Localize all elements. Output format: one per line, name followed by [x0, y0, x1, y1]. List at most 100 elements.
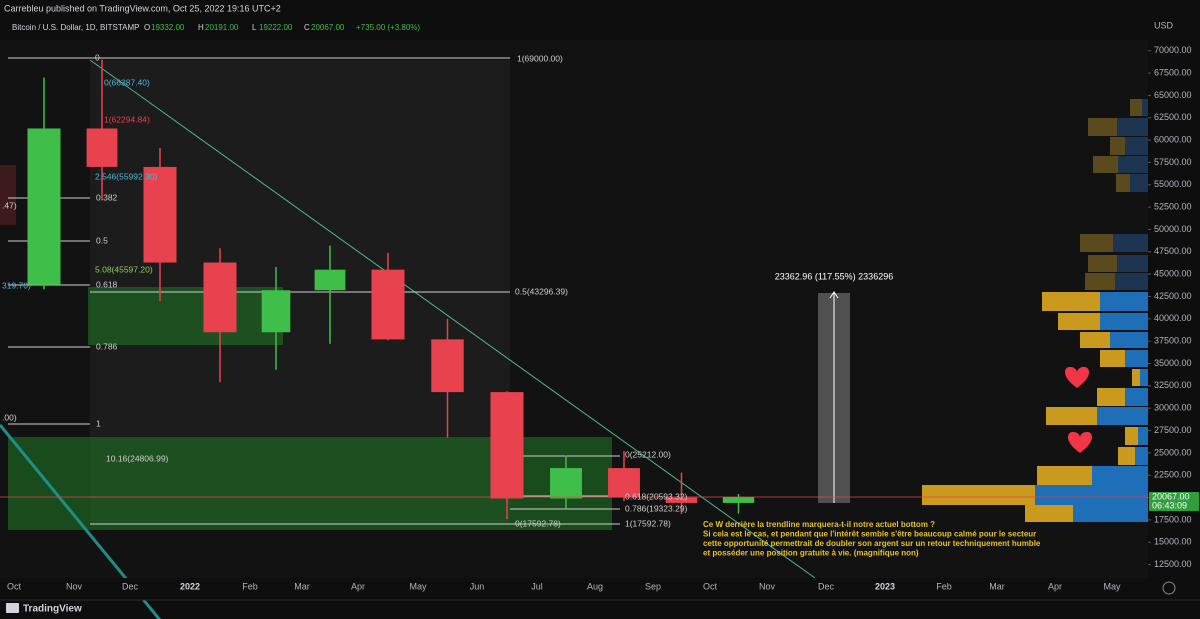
x-tick-label: Jul [531, 581, 543, 591]
vp-bar [1138, 427, 1148, 445]
annotation-line: et posséder une position gratuite à vie.… [703, 549, 919, 558]
vp-bar [1130, 174, 1148, 192]
x-tick-label: Mar [989, 581, 1005, 591]
vp-bar [1125, 427, 1138, 445]
ohlc-key: L [252, 23, 257, 32]
vp-bar [1110, 137, 1125, 155]
x-tick-label: Dec [818, 581, 835, 591]
x-tick-label: Apr [351, 581, 365, 591]
left-zone [0, 165, 16, 225]
measure-arrow-head [829, 291, 839, 299]
trend-line [89, 59, 816, 579]
vp-bar [1097, 407, 1148, 425]
vp-bar [1140, 369, 1148, 386]
fib-label: 0.786(19323.29) [625, 503, 688, 513]
vp-bar [1035, 485, 1148, 505]
vp-bar [1117, 118, 1148, 136]
vp-bar [1135, 447, 1148, 465]
vp-bar [1116, 174, 1130, 192]
x-tick-label: Aug [587, 581, 603, 591]
y-tick-label: 17500.00 [1154, 514, 1192, 524]
fib-label: .00) [2, 412, 17, 422]
ohlc-value: 19332.00 [151, 23, 185, 32]
countdown: 06:43:09 [1152, 500, 1187, 510]
vp-bar [1046, 407, 1097, 425]
vp-bar [922, 485, 1035, 505]
vp-bar [1113, 234, 1148, 252]
fib-label: 0.618(20593.32) [625, 491, 688, 501]
y-tick-label: 35000.00 [1154, 358, 1192, 368]
candle-body [314, 269, 346, 291]
auto-scale-button[interactable] [1162, 581, 1176, 595]
fib-label: 2.546(55992.30) [95, 171, 158, 181]
change: +735.00 (+3.80%) [356, 23, 420, 32]
vp-bar [1110, 332, 1148, 348]
y-tick-label: 50000.00 [1154, 224, 1192, 234]
vp-bar [1100, 313, 1148, 330]
y-tick-label: 40000.00 [1154, 313, 1192, 323]
y-tick-label: 55000.00 [1154, 179, 1192, 189]
vp-bar [1142, 99, 1148, 116]
vp-bar [1085, 273, 1115, 290]
y-tick-label: 62500.00 [1154, 112, 1192, 122]
vp-bar [1025, 505, 1073, 522]
fib-label: 0.786 [96, 341, 118, 351]
candle-body [143, 166, 177, 263]
y-tick-label: 52500.00 [1154, 201, 1192, 211]
annotation-line: Si cela est le cas, et pendant que l'int… [703, 530, 1036, 539]
fib-label: 0(17592.78) [515, 518, 561, 528]
ohlc-value: 20191.00 [205, 23, 239, 32]
vp-bar [1100, 292, 1148, 311]
y-tick-label: 22500.00 [1154, 470, 1192, 480]
x-tick-label: 2023 [875, 581, 895, 591]
vp-bar [1125, 137, 1148, 155]
y-tick-label: 27500.00 [1154, 425, 1192, 435]
fib-label: .47) [2, 200, 17, 210]
vp-bar [1118, 156, 1148, 173]
candle-body [665, 497, 698, 503]
y-tick-label: 60000.00 [1154, 134, 1192, 144]
y-tick-label: 70000.00 [1154, 45, 1192, 55]
vp-bar [1115, 273, 1148, 290]
y-tick-label: 15000.00 [1154, 537, 1192, 547]
heart-icon [1064, 366, 1090, 388]
measure-label: 23362.96 (117.55%) 2336296 [775, 271, 893, 281]
x-tick-label: Nov [66, 581, 83, 591]
fib-label: 0(66387.40) [104, 77, 150, 87]
vp-bar [1093, 156, 1118, 173]
vp-bar [1088, 255, 1117, 272]
vp-bar [1058, 313, 1100, 330]
candle-body [431, 339, 464, 393]
green-zone [88, 287, 283, 345]
x-tick-label: Jun [470, 581, 485, 591]
x-tick-label: Oct [703, 581, 718, 591]
price-axis [1148, 18, 1200, 600]
x-tick-label: May [409, 581, 427, 591]
annotation-line: Ce W derrière la trendline marquera-t-il… [703, 520, 935, 529]
vp-bar [1080, 234, 1113, 252]
heart-icon [1067, 431, 1093, 453]
vp-bar [1097, 388, 1125, 406]
candle-body [27, 128, 61, 285]
ohlc-key: C [304, 23, 310, 32]
last-price-box [1149, 491, 1199, 511]
fib-label: 1(17592.78) [625, 518, 671, 528]
vp-bar [1088, 118, 1117, 136]
y-tick-label: 25000.00 [1154, 447, 1192, 457]
candle-body [371, 269, 405, 340]
vp-bar [1117, 255, 1148, 272]
vp-bar [1042, 292, 1100, 311]
ohlc-key: O [144, 23, 150, 32]
annotation-line: cette opportunité permettrait de doubler… [703, 539, 1041, 548]
chart-title: Bitcoin / U.S. Dollar, 1D, BITSTAMP [12, 23, 139, 32]
vp-bar [1125, 388, 1148, 406]
vp-bar [1132, 369, 1140, 386]
y-tick-label: 30000.00 [1154, 403, 1192, 413]
y-tick-label: 32500.00 [1154, 380, 1192, 390]
fib-label: 1 [96, 418, 101, 428]
tv-logo: TradingView [6, 603, 82, 615]
fib-label: 1(62294.84) [104, 114, 150, 124]
vp-bar [1118, 447, 1135, 465]
